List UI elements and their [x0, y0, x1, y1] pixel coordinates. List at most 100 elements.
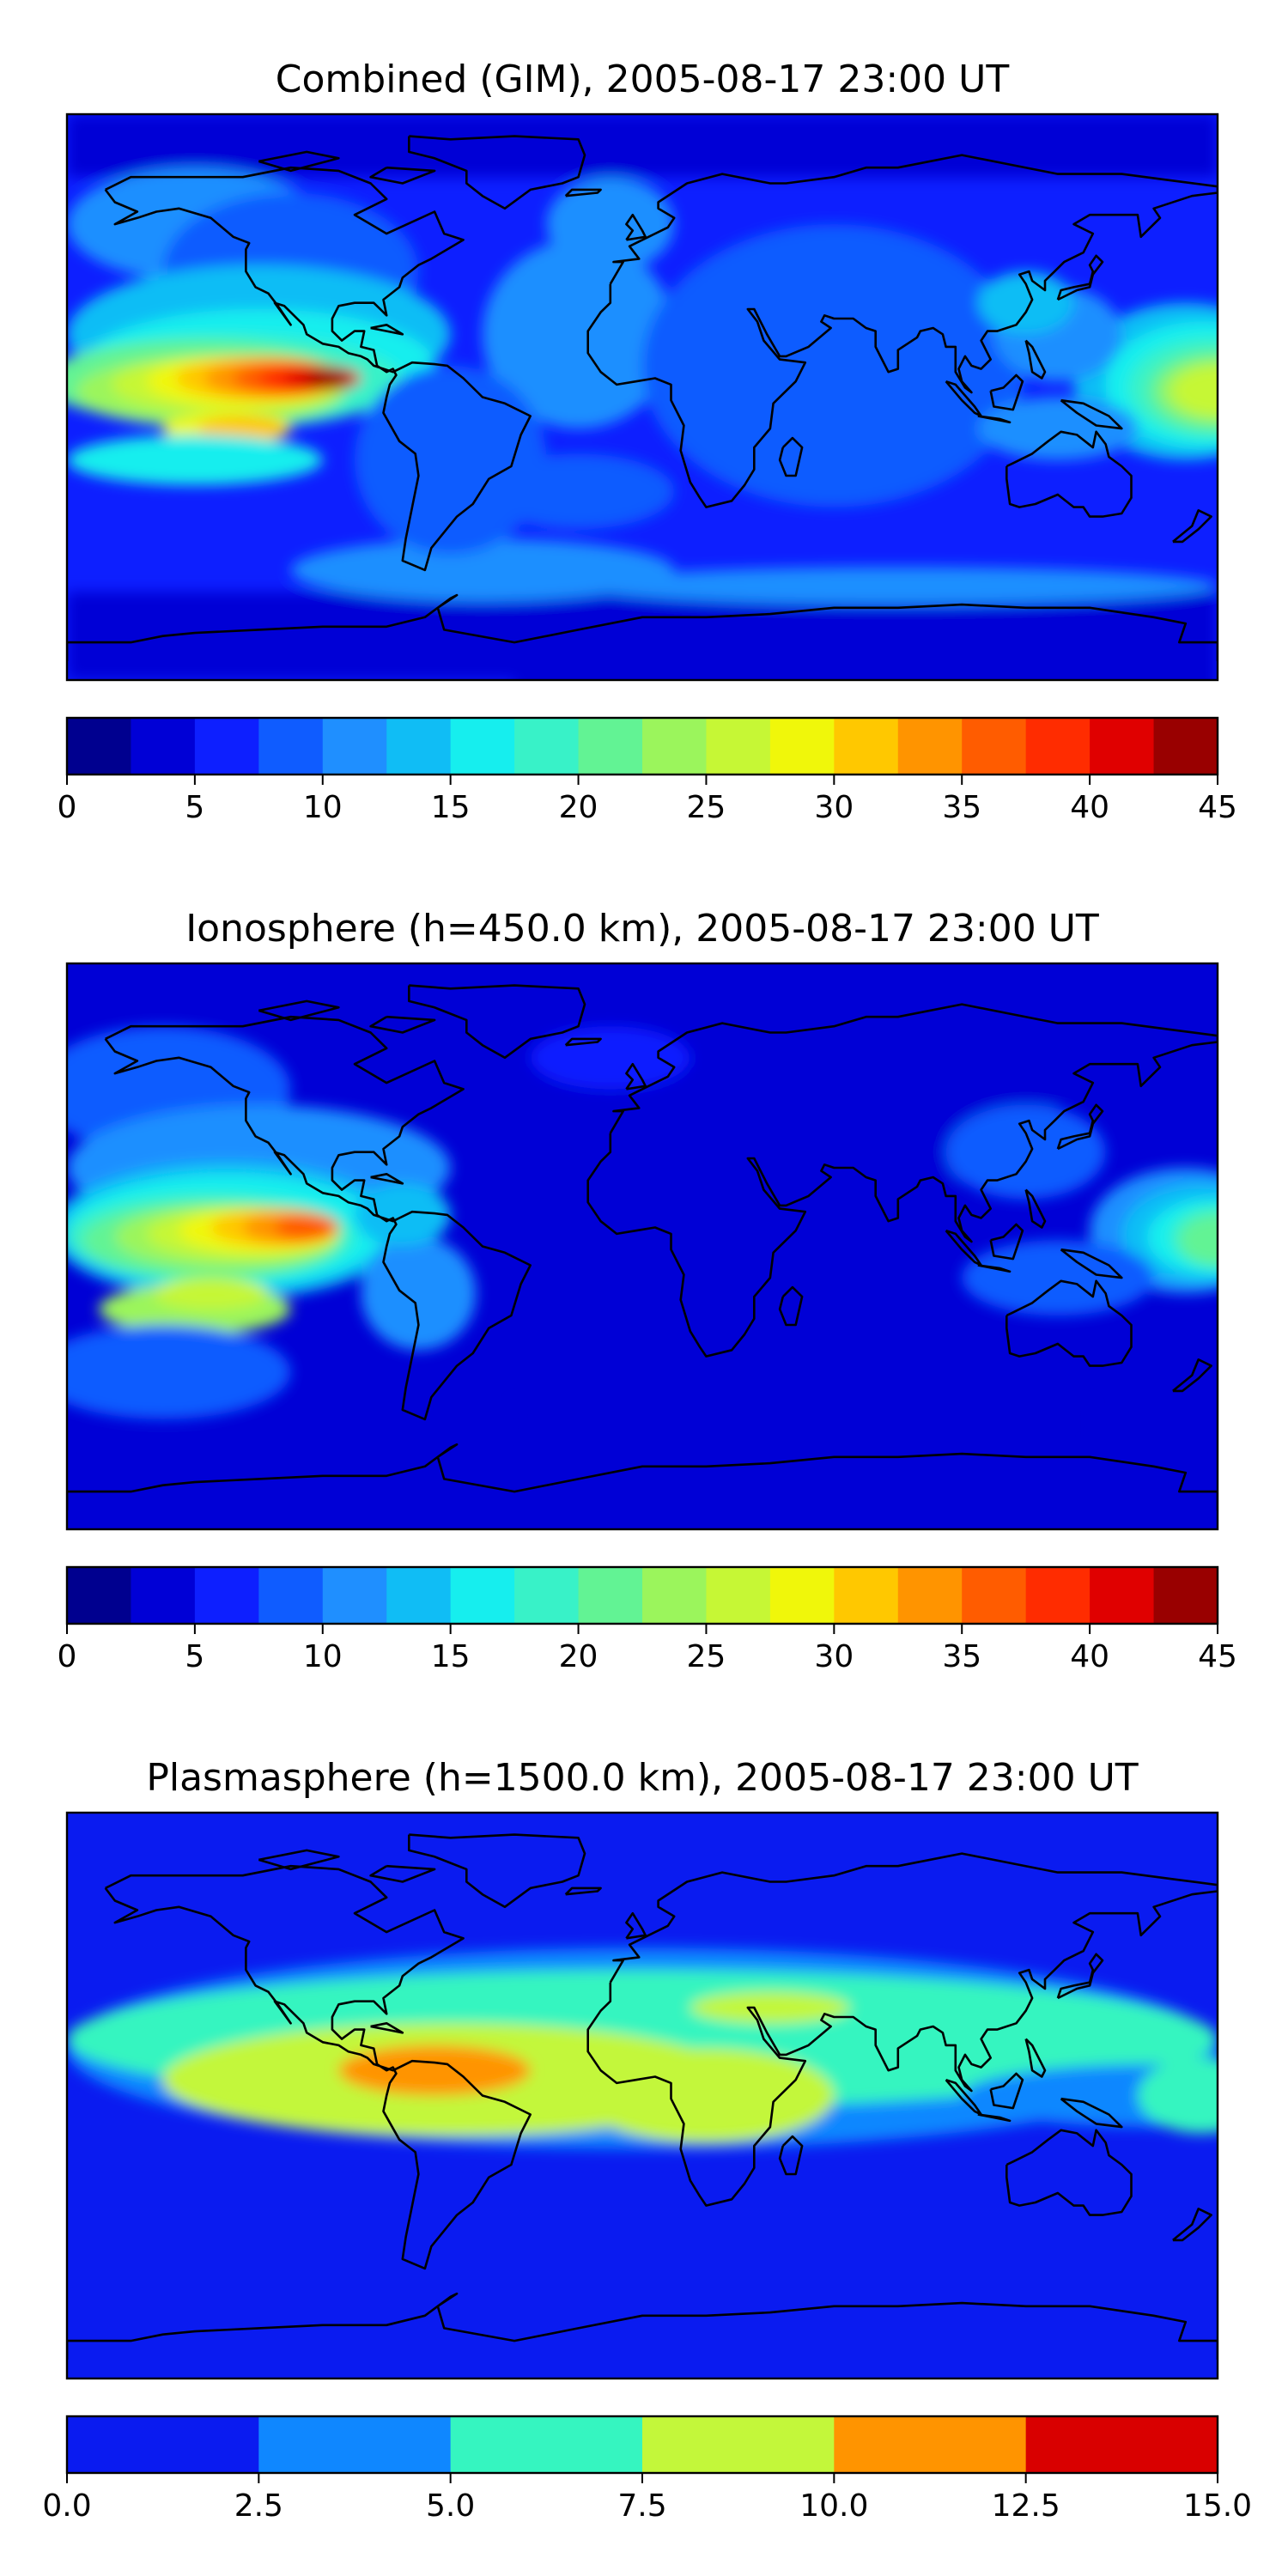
colorbar-swatch — [834, 2416, 1027, 2473]
heatmap-contour — [67, 434, 323, 486]
coastline — [625, 1062, 647, 1091]
colorbar-swatch — [706, 718, 771, 775]
colorbar-tick-label: 30 — [814, 1639, 854, 1674]
colorbar-swatch — [67, 1567, 131, 1624]
colorbar-tick-label: 45 — [1198, 790, 1237, 825]
heatmap-contour — [274, 1214, 339, 1241]
heatmap-contour — [578, 567, 1218, 605]
coastline — [67, 1443, 1218, 1510]
colorbar-tick-label: 7.5 — [617, 2488, 666, 2524]
colorbar-swatch — [194, 1567, 259, 1624]
heatmap-contour — [962, 1240, 1154, 1316]
coastline — [586, 154, 1218, 508]
coastline — [778, 2135, 804, 2176]
colorbar-tick-label: 20 — [559, 790, 598, 825]
colorbar-swatch — [834, 718, 899, 775]
coastline — [1172, 1358, 1212, 1393]
colorbar-swatch — [769, 1567, 835, 1624]
heatmap-contour — [977, 397, 1138, 460]
colorbar-swatch — [386, 1567, 452, 1624]
colorbar-swatch — [962, 718, 1027, 775]
colorbar-swatch — [834, 1567, 899, 1624]
coastline — [1172, 509, 1212, 544]
heatmap-contour — [482, 240, 675, 429]
map-title-1: Combined (GIM), 2005-08-17 23:00 UT — [276, 58, 1010, 101]
colorbar-swatch — [706, 1567, 771, 1624]
heatmap-contour — [355, 1183, 451, 1247]
colorbar-swatch — [258, 718, 324, 775]
coastline — [564, 1886, 602, 1896]
heatmap-region — [67, 114, 1218, 178]
colorbar-swatch — [1153, 1567, 1218, 1624]
colorbar-swatch — [1025, 1567, 1091, 1624]
colorbar-swatch — [258, 2416, 452, 2473]
coastline — [1005, 430, 1133, 518]
coastline — [1005, 1279, 1133, 1367]
colorbar-tick-label: 20 — [559, 1639, 598, 1674]
coastline — [1060, 1248, 1123, 1279]
heatmap-field-2 — [67, 963, 1218, 1529]
colorbar-tick-label: 35 — [942, 1639, 981, 1674]
heatmap-contour — [307, 368, 352, 388]
coastlines — [67, 984, 1218, 1510]
coastline — [104, 1864, 532, 2270]
colorbar-tick-label: 45 — [1198, 1639, 1237, 1674]
colorbar-tick-label: 0.0 — [42, 2488, 91, 2524]
coastline — [989, 2072, 1024, 2110]
coastline — [1060, 2097, 1123, 2129]
colorbar-swatch — [1153, 718, 1218, 775]
colorbar-swatch — [578, 1567, 643, 1624]
coastline — [369, 1015, 436, 1034]
coastline — [625, 213, 647, 241]
colorbar-swatch — [322, 1567, 387, 1624]
heatmap-contour — [578, 2048, 835, 2143]
colorbar-3: 0.0 2.5 5.0 7.5 10.0 12.5 15.0 — [42, 2415, 1252, 2524]
colorbar-swatch — [514, 718, 580, 775]
coastline — [564, 188, 602, 197]
colorbar-swatch — [322, 718, 387, 775]
heatmap-contour — [642, 224, 1026, 507]
colorbar-swatch — [1090, 1567, 1155, 1624]
coastline — [1005, 2129, 1133, 2216]
colorbar-tick-label: 15 — [431, 790, 471, 825]
coastline — [977, 1264, 1012, 1273]
coastline — [1056, 1953, 1104, 2000]
colorbar-tick-label: 5.0 — [426, 2488, 475, 2524]
colorbar-tick-label: 30 — [814, 790, 854, 825]
colorbar-swatch — [1090, 718, 1155, 775]
coastline — [1024, 2038, 1047, 2078]
coastline — [778, 1285, 804, 1327]
colorbar-tick-label: 10.0 — [799, 2488, 868, 2524]
colorbar-tick-label: 25 — [687, 790, 726, 825]
colorbar-swatch — [1025, 718, 1091, 775]
colorbar-swatch — [131, 718, 196, 775]
colorbar-tick-label: 15.0 — [1183, 2488, 1252, 2524]
colorbar-swatch — [258, 1567, 324, 1624]
coastline — [408, 135, 586, 210]
coastline — [258, 999, 340, 1022]
coastline — [408, 984, 586, 1060]
colorbar-tick-label: 0 — [58, 1639, 77, 1674]
colorbar-swatch — [450, 2416, 643, 2473]
colorbar-swatch — [962, 1567, 1027, 1624]
heatmap-contour — [690, 1991, 850, 2024]
coastline — [1056, 1103, 1104, 1151]
heatmap-contour — [197, 416, 288, 441]
map-panel-1: Combined (GIM), 2005-08-17 23:00 UT 0 5 10 1… — [58, 58, 1237, 825]
colorbar-tick-label: 2.5 — [234, 2488, 283, 2524]
coastline — [1056, 254, 1104, 301]
coastline — [778, 436, 804, 477]
heatmap-contour — [361, 1236, 477, 1351]
colorbar-tick-label: 5 — [185, 790, 204, 825]
heatmap-region — [514, 617, 1218, 680]
map-frame — [65, 1811, 1219, 2380]
heatmap-contour — [1179, 1214, 1218, 1266]
map-frame — [65, 112, 1219, 682]
heatmap-contour — [482, 453, 675, 530]
colorbar-swatch — [1025, 2416, 1218, 2473]
colorbar-swatch — [386, 718, 452, 775]
colorbar-swatch — [769, 718, 835, 775]
map-panel-3: Plasmasphere (h=1500.0 km), 2005-08-17 2… — [42, 1756, 1252, 2524]
colorbar-swatch — [450, 1567, 515, 1624]
